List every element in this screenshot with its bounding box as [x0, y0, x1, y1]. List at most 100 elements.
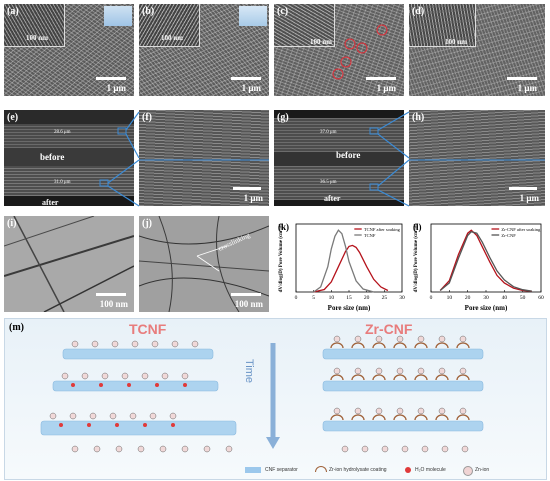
- zr-coating: [414, 342, 428, 349]
- after-label: after: [324, 194, 341, 203]
- scale-label: 100 nm: [99, 299, 128, 309]
- cnf-legend-label: CNF separator: [265, 467, 298, 473]
- scale-label: 1 μm: [517, 83, 537, 93]
- zr-coating: [372, 342, 386, 349]
- h2o-molecule: [183, 383, 187, 387]
- inset-scale-label: 100 nm: [310, 38, 332, 46]
- panel-label: (m): [9, 322, 24, 333]
- zn-ion: [459, 335, 467, 343]
- zn-ion: [131, 340, 139, 348]
- zn-ion: [121, 372, 129, 380]
- zn-ion: [191, 340, 199, 348]
- inset-scale-label: 100 nm: [161, 34, 183, 42]
- chart-l: 0 10 20 30 40 50 60 Pore size (nm) dV/dlog(D) Po…: [413, 222, 544, 312]
- thickness-after: 36.5 μm: [320, 180, 337, 185]
- panel-m-schematic: (m) TCNF Zr-CNF Time CNF separator Zr-io…: [4, 318, 547, 480]
- h2o-legend-label: H₂O molecule: [415, 467, 446, 473]
- zr-coating: [330, 414, 344, 421]
- zn-ion: [181, 445, 189, 453]
- cnf-separator-left: [40, 420, 237, 436]
- panel-label: (a): [7, 6, 19, 17]
- scale-bar: [96, 293, 126, 296]
- zr-coating: [372, 374, 386, 381]
- fiber-lines: [4, 216, 134, 312]
- h2o-molecule: [87, 423, 91, 427]
- thickness-before: 37.0 μm: [320, 130, 337, 135]
- scale-label: 1 μm: [106, 83, 126, 93]
- zn-ion: [93, 445, 101, 453]
- x-tick-label: 25: [382, 295, 388, 301]
- panel-b-sem: (b) 100 nm 1 μm: [139, 4, 269, 96]
- zn-ion: [71, 445, 79, 453]
- scale-bar: [96, 77, 126, 80]
- zr-coating: [351, 414, 365, 421]
- zr-coating: [372, 414, 386, 421]
- panel-i-tem: (i) 100 nm: [4, 216, 134, 312]
- legend-label: Zr-CNF: [501, 233, 516, 238]
- inset-micrograph: [4, 4, 65, 47]
- zn-ion: [354, 335, 362, 343]
- panel-h-cross-section: (h) 1 μm: [409, 110, 545, 206]
- panel-label: (i): [7, 218, 17, 229]
- scale-bar: [509, 187, 537, 190]
- zr-coating: [393, 374, 407, 381]
- h2o-molecule: [99, 383, 103, 387]
- zr-coating: [330, 342, 344, 349]
- chart-k: 0 5 10 15 20 25 30 Pore size (nm) dV/dlog(D) Por…: [278, 222, 405, 312]
- x-tick-label: 30: [483, 295, 489, 301]
- thickness-before: 28.6 μm: [54, 130, 71, 135]
- panel-label: (g): [277, 112, 289, 123]
- zn-ion: [71, 340, 79, 348]
- inset-micrograph: [409, 4, 476, 47]
- zrcnf-title: Zr-CNF: [365, 321, 413, 337]
- x-tick-label: 0: [295, 295, 298, 301]
- series-line: [439, 229, 532, 292]
- inset-scale-label: 100 nm: [445, 38, 467, 46]
- zn-legend-label: Zn-ion: [475, 467, 490, 473]
- zn-ion: [333, 407, 341, 415]
- zn-ion: [129, 412, 137, 420]
- zn-ion: [333, 367, 341, 375]
- coating-legend-icon: [315, 466, 327, 472]
- zr-coating: [351, 342, 365, 349]
- scale-label: 1 μm: [376, 83, 396, 93]
- zn-ion: [61, 372, 69, 380]
- x-tick-label: 50: [520, 295, 526, 301]
- zn-ion: [396, 335, 404, 343]
- zn-ion: [421, 445, 429, 453]
- zn-ion: [91, 340, 99, 348]
- zn-ion: [225, 445, 233, 453]
- x-axis-label: Pore size (nm): [465, 304, 508, 312]
- after-label: after: [42, 198, 59, 206]
- h2o-molecule: [59, 423, 63, 427]
- zn-ion: [417, 335, 425, 343]
- panel-label: (c): [277, 6, 289, 17]
- zn-ion: [459, 367, 467, 375]
- inset-photo: [104, 6, 132, 26]
- zn-ion: [396, 407, 404, 415]
- tcnf-title: TCNF: [129, 321, 167, 337]
- legend-label: TCNF after soaking: [364, 227, 401, 232]
- y-axis-label: dV/dlog(D) Pore Volume (cm³/g): [278, 223, 284, 292]
- before-label: before: [336, 150, 361, 160]
- panel-label: (f): [142, 112, 152, 123]
- x-tick-label: 15: [346, 295, 352, 301]
- h2o-molecule: [155, 383, 159, 387]
- zn-ion: [438, 407, 446, 415]
- zn-ion: [381, 445, 389, 453]
- series-line: [439, 230, 532, 292]
- zn-ion: [333, 335, 341, 343]
- zn-ion: [169, 412, 177, 420]
- legend-label: Zr-CNF after soaking: [501, 227, 541, 232]
- legend-label: TCNF: [364, 233, 376, 238]
- scale-bar: [233, 187, 261, 190]
- x-tick-label: 20: [364, 295, 370, 301]
- zn-ion: [149, 412, 157, 420]
- zr-coating: [414, 374, 428, 381]
- zn-ion: [81, 372, 89, 380]
- scale-bar: [366, 77, 396, 80]
- zn-ion: [354, 407, 362, 415]
- h2o-molecule: [115, 423, 119, 427]
- scale-label: 1 μm: [241, 83, 261, 93]
